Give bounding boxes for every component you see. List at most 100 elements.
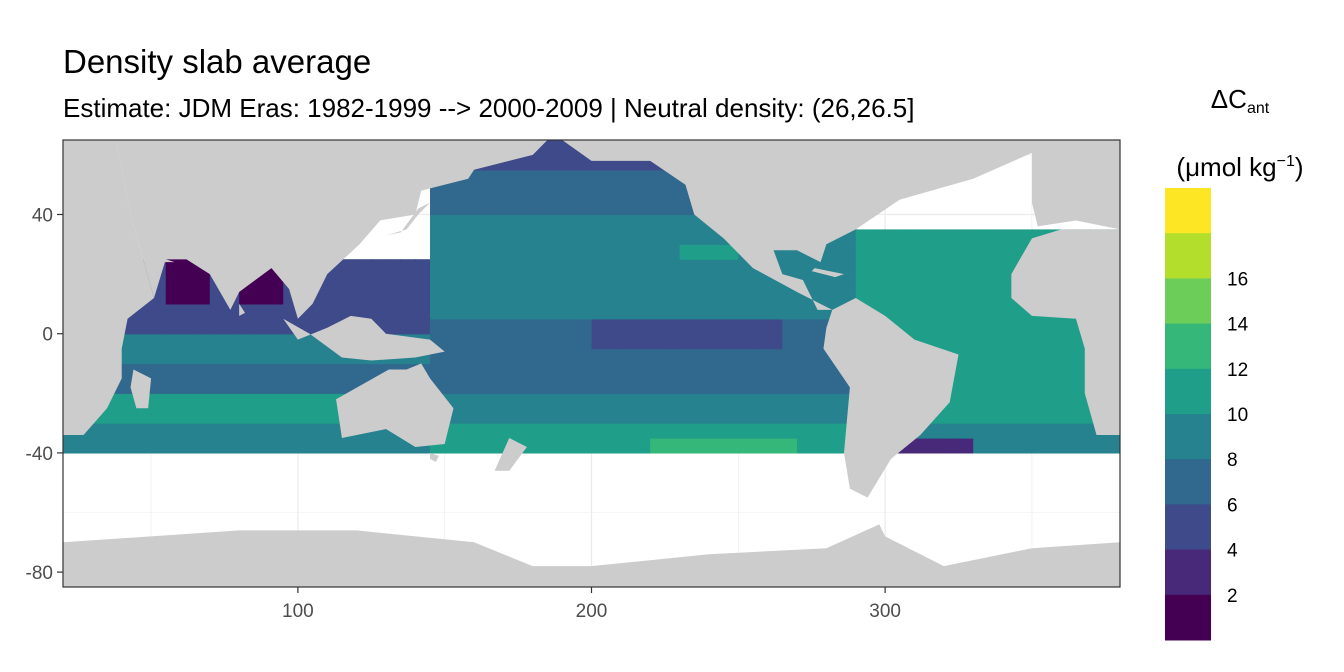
ocean-cell [121,423,138,439]
ocean-cell [576,184,593,201]
new-zealand-landmass [494,438,527,471]
ocean-cell [782,393,798,409]
ocean-cell [253,423,270,439]
ocean-cell [664,408,681,424]
ocean-cell [738,318,754,335]
ocean-cell [283,438,299,454]
ocean-cell [973,363,989,379]
ocean-cell [679,333,695,350]
ocean-cell [444,214,460,230]
ocean-cell [488,244,505,260]
ocean-cell [341,438,358,454]
ocean-cell [518,154,534,171]
ocean-cell [518,333,534,350]
ocean-cell [943,259,960,275]
ocean-cell [679,393,695,409]
ocean-cell [195,333,211,350]
ocean-cell [1002,408,1018,424]
ocean-cell [782,438,798,454]
ocean-cell [620,393,637,409]
ocean-cell [503,229,519,245]
ocean-cell [1061,408,1077,424]
ocean-cell [503,244,519,260]
ocean-cell [958,318,974,335]
ocean-cell [606,184,622,201]
ocean-cell [650,214,666,230]
ocean-cell [664,184,681,201]
ocean-cell [973,393,989,409]
ocean-cell [532,244,549,260]
ocean-cell [958,438,974,454]
ocean-cell [459,333,475,350]
ocean-cell [782,363,798,379]
ocean-cell [195,363,211,379]
ocean-cell [635,214,651,230]
ocean-cell [253,378,270,394]
ocean-cell [195,393,211,409]
ocean-cell [562,363,578,379]
ocean-cell [606,363,622,379]
ocean-cell [650,408,666,424]
ocean-cell [782,289,798,305]
ocean-cell [547,140,563,156]
ocean-cell [209,318,226,335]
ocean-cell [1046,348,1062,365]
ocean-cell [723,318,739,335]
ocean-cell [987,303,1004,320]
ocean-cell [92,438,108,454]
ocean-cell [576,303,593,320]
ocean-cell [1046,438,1062,454]
ocean-cell [987,393,1004,409]
ocean-cell [708,289,725,305]
ocean-cell [430,229,446,245]
ocean-cell [973,289,989,305]
ocean-cell [165,363,182,379]
ocean-cell [591,274,607,290]
ocean-cell [474,378,490,394]
ocean-cell [885,244,901,260]
ocean-cell [738,438,754,454]
ocean-cell [958,333,974,350]
ocean-cell [987,408,1004,424]
ocean-cell [224,318,240,335]
ocean-cell [444,199,460,216]
ocean-cell [811,378,827,394]
ocean-cell [327,289,343,305]
ocean-cell [708,408,725,424]
ocean-cell [738,348,754,365]
ocean-cell [239,378,255,394]
ocean-cell [239,318,255,335]
west-africa-landmass [1011,229,1120,436]
ocean-cell [503,393,519,409]
ocean-cell [459,244,475,260]
ocean-cell [444,184,460,201]
ocean-cell [341,259,358,275]
ocean-cell [165,393,182,409]
ocean-cell [576,378,593,394]
ocean-cell [239,363,255,379]
ocean-cell [1002,393,1018,409]
ocean-cell [811,438,827,454]
ocean-cell [620,423,637,439]
ocean-cell [503,184,519,201]
ocean-cell [826,244,842,260]
ocean-cell [811,408,827,424]
ocean-cell [973,259,989,275]
ocean-cell [620,289,637,305]
ocean-cell [973,303,989,320]
ocean-cell [708,363,725,379]
ocean-cell [782,318,798,335]
ocean-cell [708,244,725,260]
ocean-cell [459,363,475,379]
ocean-cell [797,333,813,350]
ocean-cell [738,378,754,394]
ocean-cell [136,423,152,439]
ocean-cell [782,378,798,394]
ocean-cell [459,348,475,365]
ocean-cell [283,363,299,379]
ocean-cell [459,259,475,275]
ocean-cell [694,363,710,379]
ocean-cell [385,438,402,454]
ocean-cell [694,318,710,335]
ocean-cell [723,274,739,290]
